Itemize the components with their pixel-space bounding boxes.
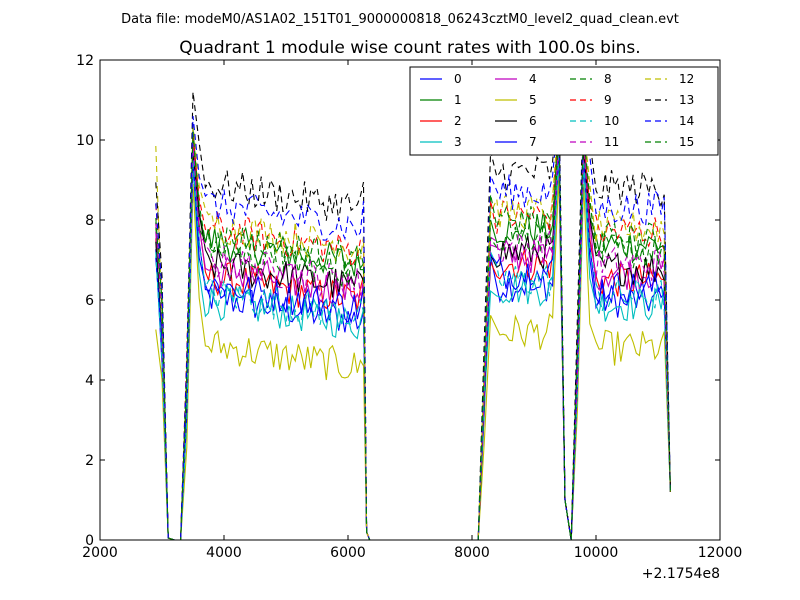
legend-label-7: 7 <box>529 135 537 149</box>
series-line-2 <box>155 139 671 541</box>
legend-label-13: 13 <box>679 93 694 107</box>
legend-frame <box>409 66 719 156</box>
series-line-4 <box>155 135 671 541</box>
legend-label-2: 2 <box>454 114 462 128</box>
legend-label-4: 4 <box>529 72 537 86</box>
series-line-14 <box>155 107 671 541</box>
legend-label-11: 11 <box>604 135 619 149</box>
x-tick-label: 12000 <box>698 545 743 561</box>
legend-label-6: 6 <box>529 114 537 128</box>
legend-label-8: 8 <box>604 72 612 86</box>
plot-lines <box>155 83 671 541</box>
legend-label-3: 3 <box>454 135 462 149</box>
y-tick-label: 0 <box>85 533 94 549</box>
x-offset-label: +2.1754e8 <box>642 566 720 582</box>
legend-label-5: 5 <box>529 93 537 107</box>
y-tick-label: 8 <box>85 213 94 229</box>
series-line-10 <box>155 151 671 541</box>
x-tick-label: 2000 <box>82 545 118 561</box>
series-line-15 <box>155 123 671 541</box>
legend-label-10: 10 <box>604 114 619 128</box>
legend-label-1: 1 <box>454 93 462 107</box>
legend-label-12: 12 <box>679 72 694 86</box>
chart-suptitle: Data file: modeM0/AS1A02_151T01_90000008… <box>121 12 679 27</box>
series-line-12 <box>155 115 671 541</box>
legend-label-9: 9 <box>604 93 612 107</box>
x-tick-label: 8000 <box>454 545 490 561</box>
series-line-5 <box>155 175 671 541</box>
x-tick-label: 4000 <box>206 545 242 561</box>
y-tick-label: 12 <box>76 53 94 69</box>
y-tick-label: 6 <box>85 293 94 309</box>
series-line-11 <box>155 135 671 541</box>
y-tick-label: 4 <box>85 373 94 389</box>
x-tick-label: 6000 <box>330 545 366 561</box>
series-line-7 <box>155 151 671 541</box>
legend-label-14: 14 <box>679 114 694 128</box>
series-line-8 <box>155 131 671 541</box>
y-tick-label: 2 <box>85 453 94 469</box>
series-line-0 <box>155 147 671 541</box>
x-tick-label: 10000 <box>574 545 619 561</box>
y-tick-label: 10 <box>76 133 94 149</box>
series-line-3 <box>155 155 671 541</box>
legend-label-0: 0 <box>454 72 462 86</box>
chart-title: Quadrant 1 module wise count rates with … <box>179 38 640 58</box>
legend-label-15: 15 <box>679 135 694 149</box>
series-line-6 <box>155 143 671 541</box>
